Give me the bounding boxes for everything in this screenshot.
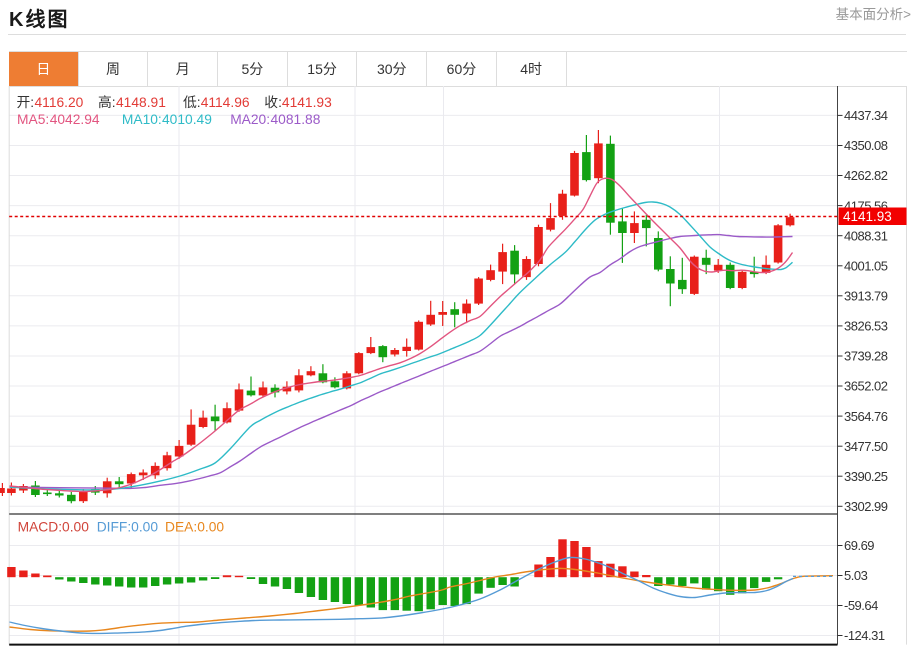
- svg-text:4114.96: 4114.96: [201, 95, 250, 110]
- svg-text:3564.76: 3564.76: [844, 409, 888, 424]
- svg-text:MACD:0.00: MACD:0.00: [18, 519, 90, 534]
- svg-text:DIFF:0.00: DIFF:0.00: [97, 519, 159, 534]
- svg-text:4116.20: 4116.20: [35, 95, 84, 110]
- svg-text:69.69: 69.69: [844, 538, 874, 553]
- svg-text:MA5:: MA5:: [17, 112, 49, 127]
- svg-text:4437.34: 4437.34: [844, 108, 888, 123]
- svg-text:5.03: 5.03: [844, 568, 868, 583]
- svg-text:DEA:0.00: DEA:0.00: [165, 519, 224, 534]
- svg-text:高:: 高:: [98, 94, 116, 110]
- svg-text:4141.93: 4141.93: [282, 95, 332, 110]
- svg-text:3913.79: 3913.79: [844, 289, 888, 304]
- svg-text:低:: 低:: [183, 95, 201, 110]
- svg-text:4001.05: 4001.05: [844, 258, 888, 273]
- svg-text:3302.99: 3302.99: [844, 499, 888, 514]
- svg-text:4010.49: 4010.49: [162, 112, 212, 127]
- svg-text:收:: 收:: [264, 95, 282, 110]
- svg-text:4148.91: 4148.91: [116, 95, 166, 110]
- svg-text:4088.31: 4088.31: [844, 228, 888, 243]
- svg-text:MA10:: MA10:: [122, 112, 162, 127]
- svg-text:4081.88: 4081.88: [271, 112, 321, 127]
- svg-text:MA20:: MA20:: [230, 112, 270, 127]
- svg-text:3826.53: 3826.53: [844, 319, 888, 334]
- svg-text:-59.64: -59.64: [844, 598, 878, 613]
- svg-text:4262.82: 4262.82: [844, 168, 888, 183]
- svg-text:4042.94: 4042.94: [50, 112, 100, 127]
- svg-text:3739.28: 3739.28: [844, 349, 888, 364]
- svg-text:4350.08: 4350.08: [844, 138, 888, 153]
- svg-text:4141.93: 4141.93: [843, 209, 892, 224]
- svg-text:开:: 开:: [17, 95, 35, 110]
- svg-text:3390.25: 3390.25: [844, 469, 888, 484]
- svg-text:3652.02: 3652.02: [844, 379, 888, 394]
- svg-text:-124.31: -124.31: [844, 628, 885, 643]
- svg-text:3477.50: 3477.50: [844, 439, 888, 454]
